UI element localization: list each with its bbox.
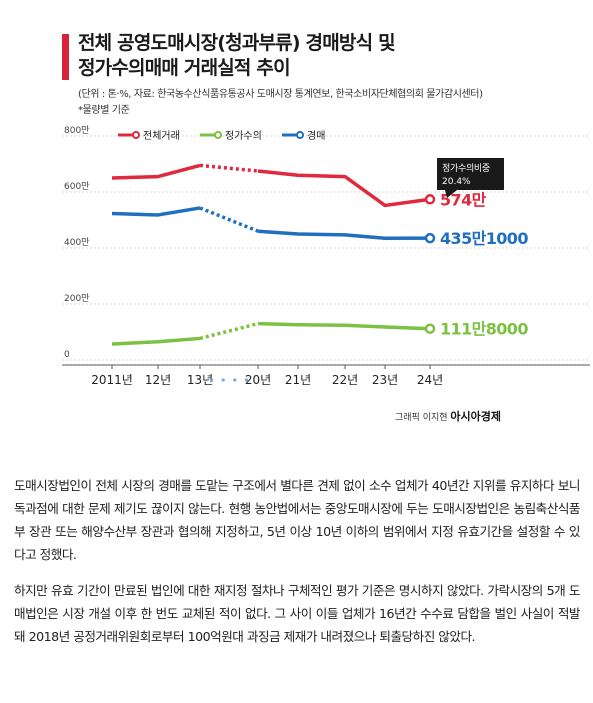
share-callout-pointer bbox=[445, 190, 457, 198]
y-tick-label: 400만 bbox=[64, 237, 89, 248]
x-tick-label: 23년 bbox=[372, 373, 398, 387]
article-paragraph-2: 하지만 유효 기간이 만료된 법인에 대한 재지정 절차나 구체적인 평가 기준… bbox=[14, 583, 581, 644]
axis-break-dot bbox=[233, 378, 237, 382]
y-tick-label: 600만 bbox=[64, 181, 89, 192]
x-tick-label: 21년 bbox=[285, 373, 311, 387]
series-line-fixed-early bbox=[111, 336, 201, 346]
credit-brand: 아시아경제 bbox=[450, 410, 502, 423]
axis-break-dot bbox=[244, 378, 248, 382]
graphic-credit: 그래픽 이지현 아시아경제 bbox=[395, 408, 501, 424]
share-callout-label: 정가수의비중 bbox=[442, 163, 490, 174]
series-line-total-break bbox=[199, 163, 259, 173]
plot-area: 800만 600만 400만 200만 0 전체거래 정가수의 경매 574만 111만800… bbox=[0, 118, 593, 408]
axis-break-dot bbox=[221, 378, 225, 382]
series-line-auction-break bbox=[199, 206, 259, 233]
legend-marker-fixed bbox=[214, 131, 222, 139]
legend-label-fixed: 정가수의 bbox=[225, 130, 262, 142]
x-tick-label: 24년 bbox=[417, 373, 443, 387]
y-tick-label: 0 bbox=[64, 350, 70, 360]
y-tick-label: 200만 bbox=[64, 293, 89, 304]
series-line-auction-early bbox=[111, 206, 201, 217]
x-tick-label: 20년 bbox=[245, 373, 271, 387]
series-line-fixed-break bbox=[199, 321, 259, 341]
end-label-auction: 435만1000 bbox=[440, 229, 528, 248]
series-line-total-early bbox=[111, 163, 201, 180]
share-callout-box bbox=[437, 158, 504, 190]
chart-title: 전체 공영도매시장(청과부류) 경매방식 및 정가수의매매 거래실적 추이 bbox=[78, 31, 548, 81]
chart-title-line-1: 전체 공영도매시장(청과부류) 경매방식 및 bbox=[78, 32, 396, 54]
series-line-total-recent bbox=[257, 169, 431, 208]
title-accent-bar bbox=[62, 34, 69, 80]
share-callout-value: 20.4% bbox=[442, 177, 471, 187]
chart-title-line-2: 정가수의매매 거래실적 추이 bbox=[78, 57, 291, 79]
legend-marker-auction bbox=[296, 131, 304, 139]
legend-label-auction: 경매 bbox=[307, 129, 325, 142]
end-point-auction bbox=[424, 232, 436, 244]
x-tick-label: 2011년 bbox=[91, 373, 133, 387]
axis-break-dot bbox=[210, 378, 214, 382]
x-tick-label: 12년 bbox=[145, 373, 171, 387]
article-paragraph-1: 도매시장법인이 전체 시장의 경매를 도맡는 구조에서 별다른 견제 없이 소수… bbox=[14, 478, 581, 562]
line-chart: 800만 600만 400만 200만 0 전체거래 정가수의 경매 574만 111만800… bbox=[62, 125, 590, 387]
series-line-fixed-recent bbox=[257, 321, 431, 331]
end-label-fixed: 111만8000 bbox=[440, 320, 528, 339]
end-point-total bbox=[424, 194, 436, 205]
x-tick-label: 13년 bbox=[187, 373, 213, 387]
chart-figure: 전체 공영도매시장(청과부류) 경매방식 및 정가수의매매 거래실적 추이 (단… bbox=[0, 31, 593, 424]
chart-basis-note: *물량별 기준 bbox=[78, 105, 130, 116]
chart-source-note: (단위 : 톤·%, 자료: 한국농수산식품유통공사 도매시장 통계연보, 한국… bbox=[78, 89, 483, 100]
y-tick-label: 800만 bbox=[64, 125, 89, 136]
credit-author: 그래픽 이지현 bbox=[395, 413, 448, 423]
end-label-total: 574만 bbox=[440, 190, 487, 209]
legend-marker-total bbox=[132, 131, 140, 139]
legend-label-total: 전체거래 bbox=[143, 130, 180, 142]
end-point-fixed bbox=[424, 323, 436, 334]
article-body: 도매시장법인이 전체 시장의 경매를 도맡는 구조에서 별다른 견제 없이 소수… bbox=[14, 474, 581, 661]
series-line-auction-recent bbox=[257, 229, 431, 240]
x-tick-label: 22년 bbox=[332, 373, 358, 387]
